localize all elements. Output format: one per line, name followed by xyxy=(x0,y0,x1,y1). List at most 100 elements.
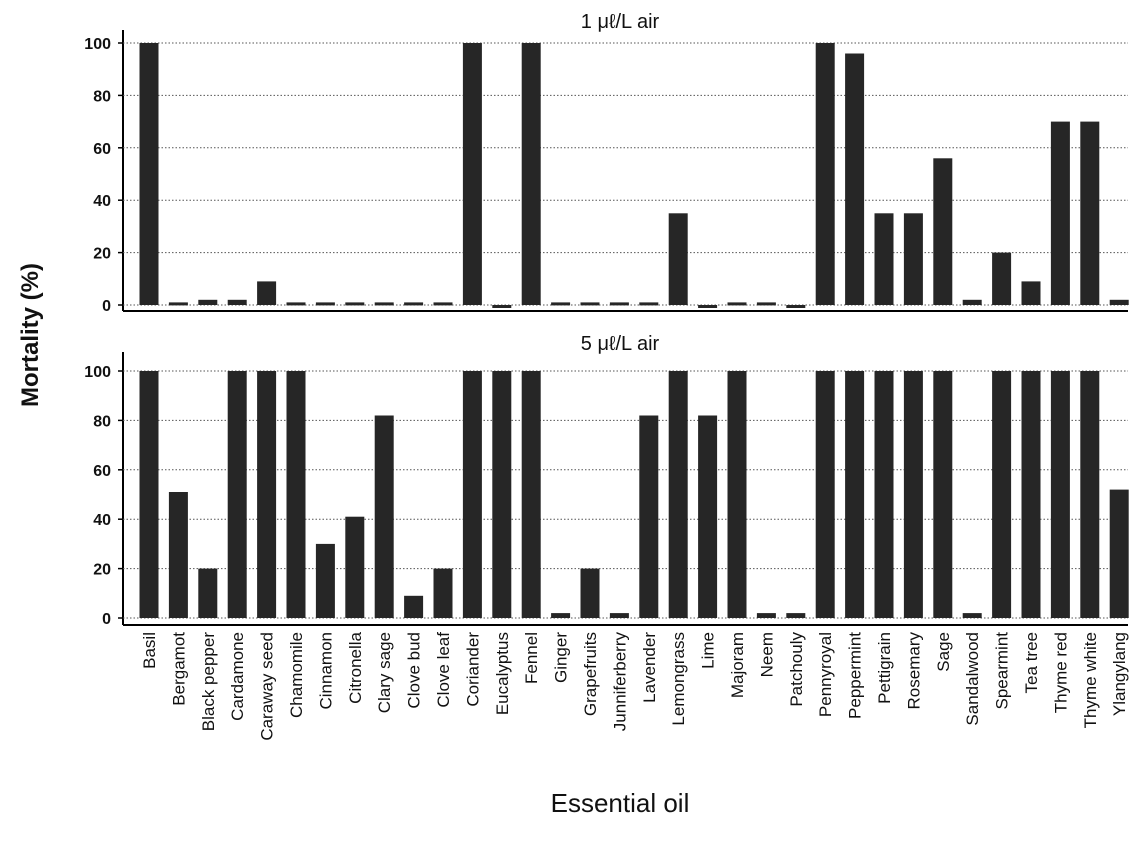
bar-eucalyptus xyxy=(492,305,512,308)
bar-cinnamon xyxy=(315,302,335,306)
bar-clove-leaf xyxy=(433,302,453,306)
y-tick-label: 20 xyxy=(93,246,111,263)
bar-rosemary xyxy=(903,213,923,305)
bar-black-pepper xyxy=(198,299,218,305)
bar-black-pepper xyxy=(198,568,218,618)
category-label: Fennel xyxy=(522,632,541,684)
x-axis-label: Essential oil xyxy=(551,788,690,818)
category-label: Pettigrain xyxy=(875,632,894,704)
y-axis-label: Mortality (%) xyxy=(17,263,44,407)
category-label: Junniferberry xyxy=(610,632,629,732)
category-label: Pennyroyal xyxy=(816,632,835,717)
bar-majoram xyxy=(727,302,747,306)
bar-rosemary xyxy=(903,371,923,618)
bar-coriander xyxy=(462,43,482,305)
bar-ginger xyxy=(551,302,571,306)
bar-clary-sage xyxy=(374,415,394,618)
bar-basil xyxy=(139,43,159,305)
bar-caraway-seed xyxy=(257,281,277,305)
bar-bergamot xyxy=(168,302,188,306)
panel-5-microliter: 0 20 40 60 80 100 5 μℓ/L air xyxy=(84,333,1129,628)
bar-clove-leaf xyxy=(433,568,453,618)
y-tick-label: 80 xyxy=(93,413,111,430)
bar-grapefruits xyxy=(580,568,600,618)
panel-1-microliter: 0 20 40 60 80 100 1 μℓ/L air xyxy=(84,11,1129,315)
bar-basil xyxy=(139,371,159,618)
y-tick-label: 0 xyxy=(102,611,111,628)
y-tick-label: 80 xyxy=(93,88,111,105)
bar-pennyroyal xyxy=(815,43,835,305)
bar-neem xyxy=(756,613,776,618)
bar-thyme-white xyxy=(1080,121,1100,305)
category-label: Lavender xyxy=(640,632,659,703)
category-tick-labels: Basil Bergamot Black pepper Cardamone Carawa… xyxy=(140,631,1129,740)
bar-sandalwood xyxy=(962,299,982,305)
category-label: Black pepper xyxy=(199,632,218,732)
bar-chamomile xyxy=(286,302,306,306)
bar-patchouly xyxy=(786,613,806,618)
bar-pettigrain xyxy=(874,371,894,618)
y-tick-label: 40 xyxy=(93,512,111,529)
category-label: Bergamot xyxy=(169,632,188,706)
bar-neem xyxy=(756,302,776,306)
bar-lime xyxy=(698,305,718,308)
bar-chamomile xyxy=(286,371,306,618)
bar-citronella xyxy=(345,302,365,306)
category-label: Patchouly xyxy=(787,632,806,707)
bar-fennel xyxy=(521,43,541,305)
bar-patchouly xyxy=(786,305,806,308)
category-label: Lemongrass xyxy=(669,632,688,726)
category-label: Sage xyxy=(934,632,953,672)
bar-clove-bud xyxy=(404,595,424,618)
y-tick-label: 40 xyxy=(93,193,111,210)
bar-lemongrass xyxy=(668,371,688,618)
bar-ginger xyxy=(551,613,571,618)
bar-clove-bud xyxy=(404,302,424,306)
bar-citronella xyxy=(345,516,365,618)
bar-caraway-seed xyxy=(257,371,277,618)
bar-sage xyxy=(933,158,953,305)
bar-sage xyxy=(933,371,953,618)
bar-lavender xyxy=(639,302,659,306)
y-tick-label: 100 xyxy=(84,364,111,381)
bar-cardamone xyxy=(227,371,247,618)
bar-cardamone xyxy=(227,299,247,305)
bar-lavender xyxy=(639,415,659,618)
bar-cinnamon xyxy=(315,543,335,618)
y-tick-label: 0 xyxy=(102,298,111,315)
category-label: Cardamone xyxy=(228,632,247,721)
bar-lemongrass xyxy=(668,213,688,305)
bar-grapefruits xyxy=(580,302,600,306)
category-label: Majoram xyxy=(728,632,747,698)
category-label: Cinnamon xyxy=(316,632,335,710)
y-tick-label: 60 xyxy=(93,463,111,480)
bar-spearmint xyxy=(992,252,1012,305)
category-label: Ylangylang xyxy=(1110,632,1129,716)
category-label: Sandalwood xyxy=(963,632,982,726)
bar-pettigrain xyxy=(874,213,894,305)
panel-title: 1 μℓ/L air xyxy=(581,11,660,33)
category-label: Clove bud xyxy=(405,632,424,709)
bar-lime xyxy=(698,415,718,618)
bar-sandalwood xyxy=(962,613,982,618)
category-label: Grapefruits xyxy=(581,632,600,716)
category-label: Ginger xyxy=(552,632,571,683)
y-tick-label: 60 xyxy=(93,141,111,158)
bar-bergamot xyxy=(168,492,188,618)
category-label: Eucalyptus xyxy=(493,632,512,715)
bar-tea-tree xyxy=(1021,371,1041,618)
y-tick-label: 100 xyxy=(84,36,111,53)
bar-thyme-white xyxy=(1080,371,1100,618)
bar-peppermint xyxy=(845,371,865,618)
category-label: Caraway seed xyxy=(258,632,277,741)
bar-tea-tree xyxy=(1021,281,1041,305)
category-label: Chamomile xyxy=(287,632,306,718)
bar-junniferberry xyxy=(609,613,629,618)
bar-eucalyptus xyxy=(492,371,512,618)
category-label: Coriander xyxy=(463,632,482,707)
bar-fennel xyxy=(521,371,541,618)
category-label: Basil xyxy=(140,632,159,669)
bar-spearmint xyxy=(992,371,1012,618)
category-label: Thyme white xyxy=(1081,632,1100,728)
